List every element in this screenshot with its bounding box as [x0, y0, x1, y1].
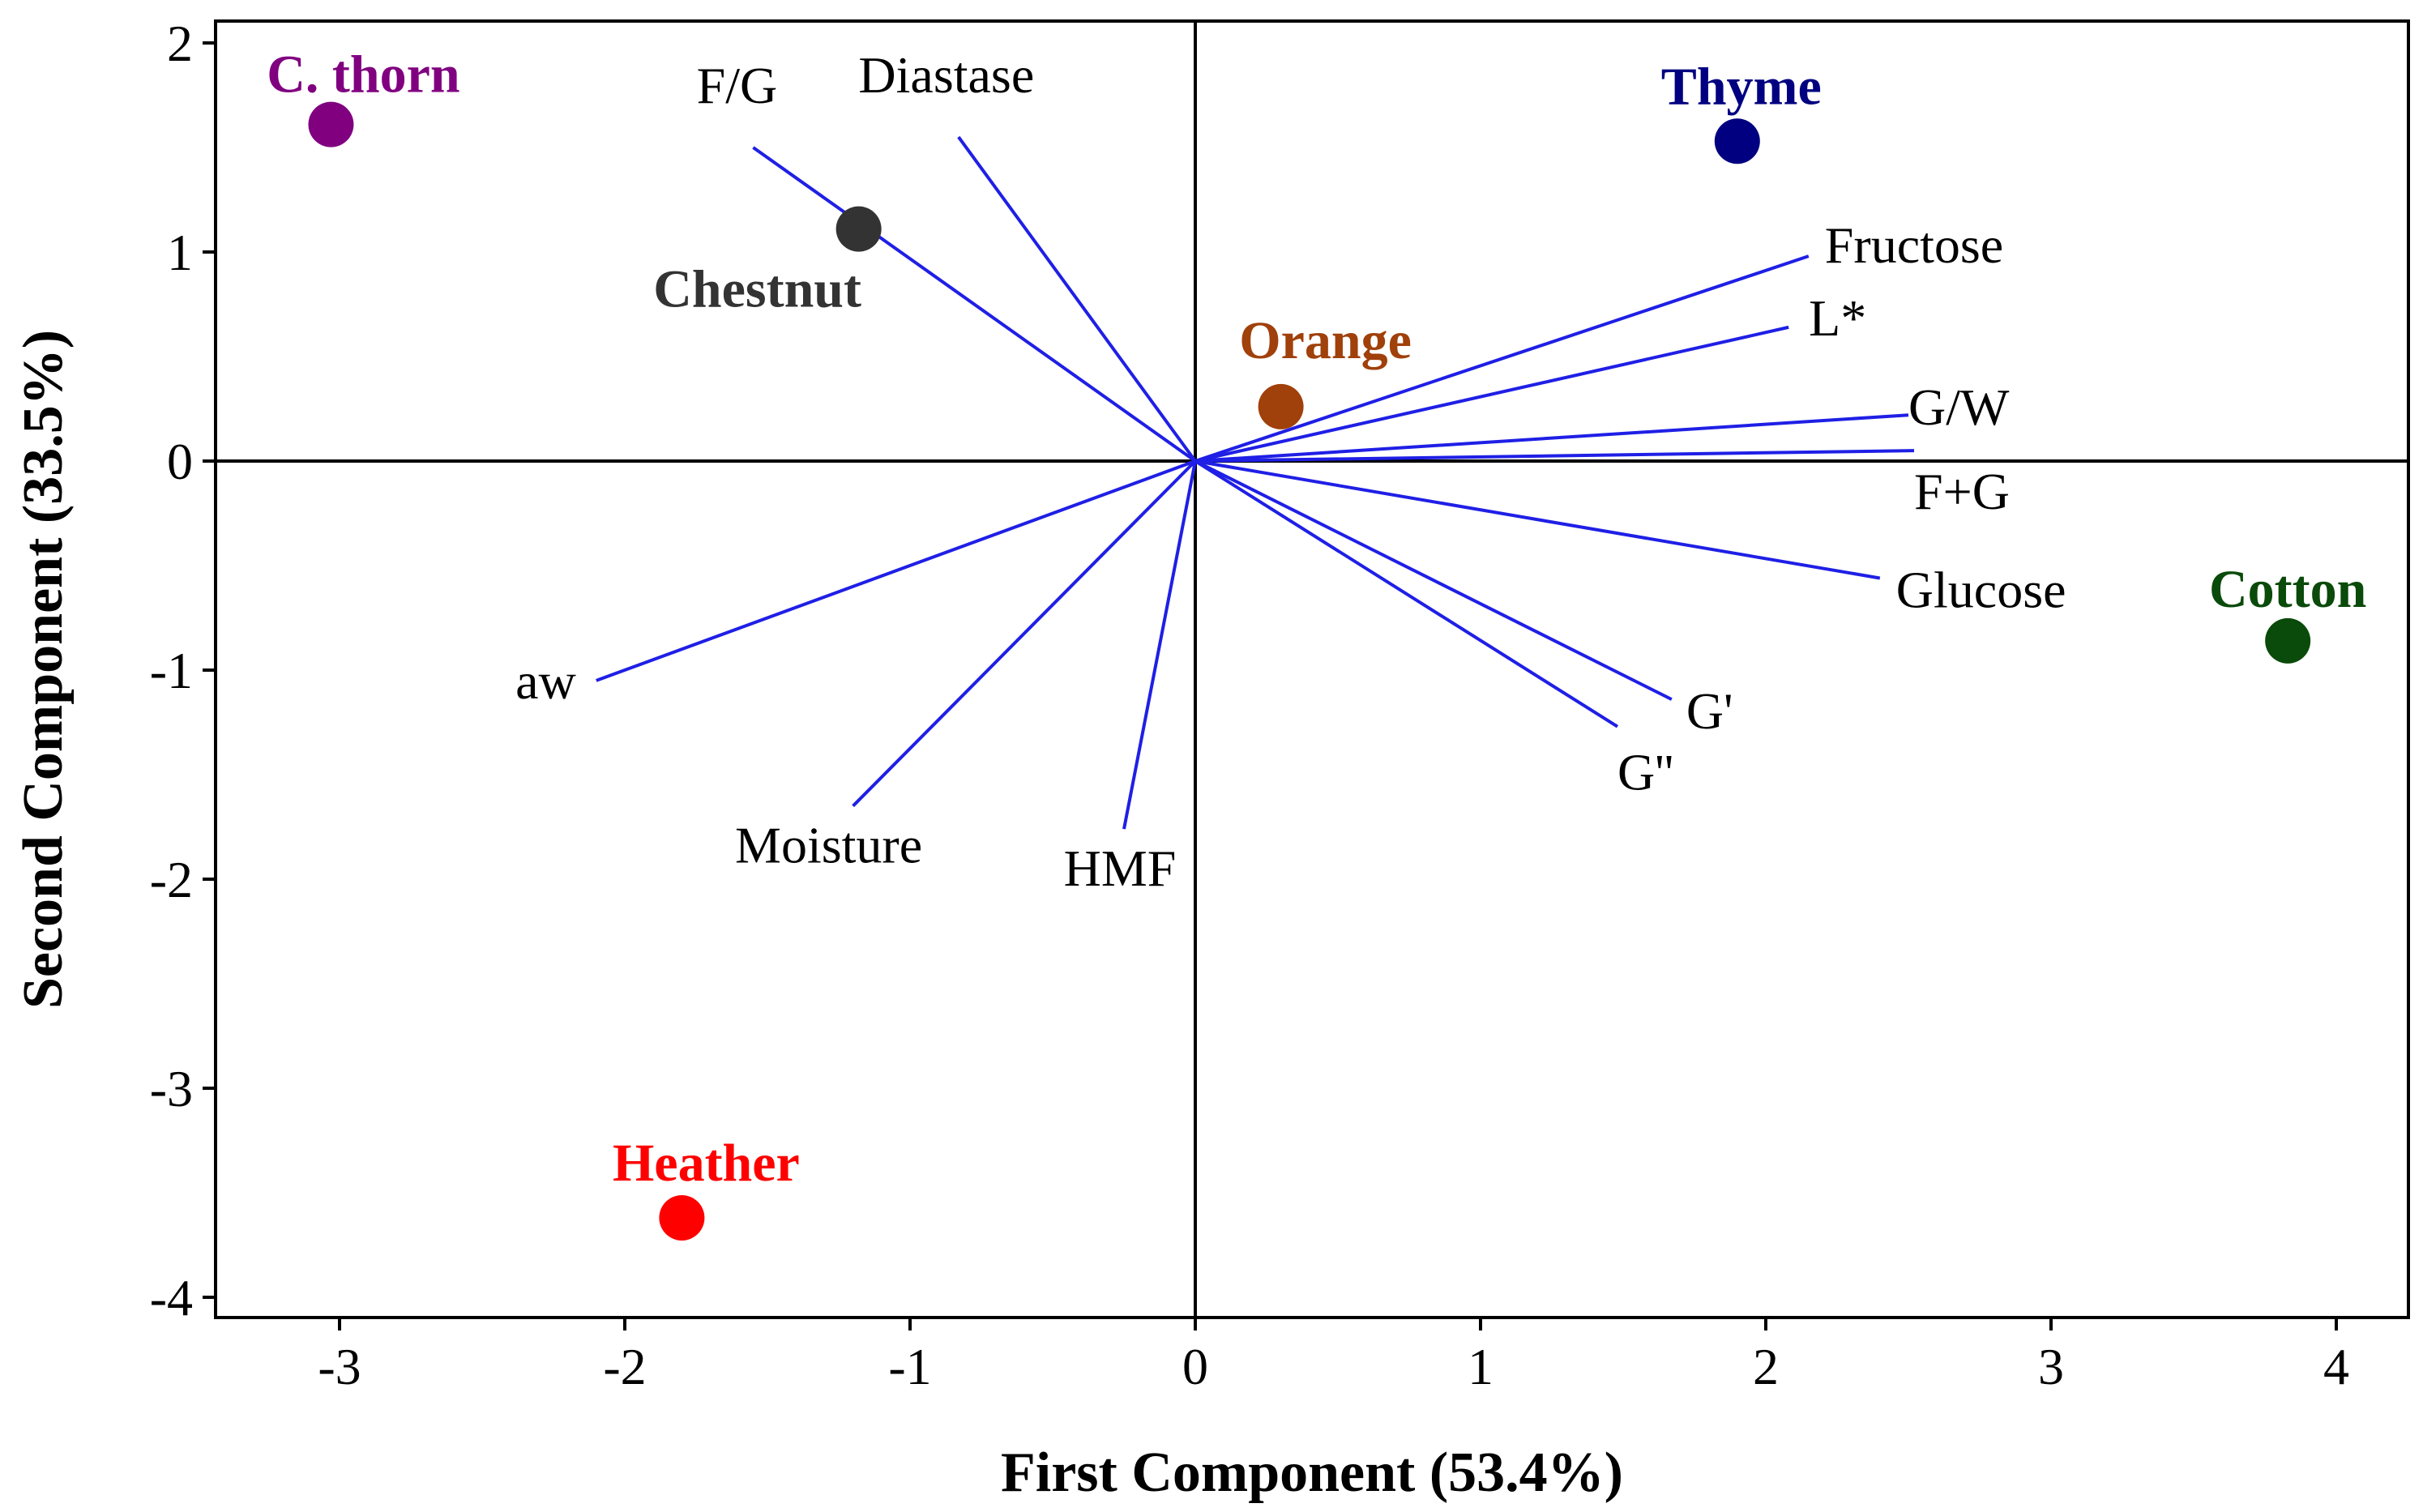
loading-label: HMF [1064, 839, 1177, 897]
x-tick-label: -2 [603, 1338, 646, 1395]
loading-line [957, 135, 1197, 463]
x-tick-label: 0 [1182, 1338, 1208, 1395]
y-axis-title: Second Component (33.5%) [12, 330, 75, 1009]
loading-label: F+G [1914, 463, 2010, 520]
loading-line [1194, 254, 1810, 463]
score-points: C. thorn Chestnut Thyme Orange Cotton Heather [267, 45, 2366, 1241]
x-tick-label: -3 [318, 1338, 361, 1395]
y-tick-label: -3 [150, 1060, 193, 1117]
loading-line [1194, 459, 1673, 701]
score-point [2265, 617, 2311, 664]
score-point [659, 1194, 705, 1241]
loading-label: L* [1809, 289, 1866, 347]
score-point [835, 206, 882, 252]
loading-label: aw [515, 652, 576, 710]
score-point [1714, 118, 1760, 164]
x-tick-label: 1 [1468, 1338, 1494, 1395]
loading-line [1194, 459, 1881, 580]
loading-line [1194, 325, 1789, 463]
score-label: Cotton [2209, 560, 2366, 619]
loading-vectors: F/G Diastase Fructose L* G/W F+G Glucose G'G'' H… [515, 46, 2066, 897]
score-label: C. thorn [267, 45, 459, 105]
loading-line [596, 459, 1196, 682]
x-tick-label: -1 [888, 1338, 931, 1395]
y-tick-label: 2 [167, 15, 193, 72]
x-tick-label: 3 [2038, 1338, 2064, 1395]
loading-label: G' [1686, 682, 1733, 740]
loading-line [1122, 460, 1197, 830]
loading-label: Glucose [1896, 561, 2066, 618]
loading-label: F/G [697, 57, 778, 114]
x-tick-label: 4 [2323, 1338, 2349, 1395]
loading-label: Moisture [735, 817, 922, 874]
y-tick-label: -1 [150, 642, 193, 699]
x-axis-title: First Component (53.4%) [1001, 1442, 1623, 1504]
score-label: Thyme [1661, 57, 1822, 116]
x-tick-label: 2 [1753, 1338, 1779, 1395]
loading-line [1194, 449, 1915, 463]
loading-label: Diastase [858, 46, 1034, 104]
score-label: Heather [613, 1134, 800, 1193]
loading-line [1194, 413, 1909, 463]
loading-label: Fructose [1825, 216, 2003, 274]
x-axis-ticks: -3 -2 -1 0 1 2 3 4 [318, 1318, 2349, 1395]
loading-label: G'' [1617, 744, 1673, 801]
reference-lines [216, 21, 2408, 1318]
y-tick-label: -2 [150, 851, 193, 908]
y-axis-ticks: -4 -3 -2 -1 0 1 2 [150, 15, 216, 1326]
score-point [308, 101, 354, 147]
score-label: Chestnut [653, 260, 861, 319]
loading-line [1194, 459, 1619, 728]
y-tick-label: 0 [167, 433, 193, 490]
score-label: Orange [1239, 311, 1412, 370]
y-tick-label: -4 [150, 1269, 193, 1326]
score-point [1258, 383, 1304, 429]
loading-line [852, 459, 1197, 808]
loading-label: G/W [1908, 378, 2010, 436]
y-tick-label: 1 [167, 224, 193, 281]
loading-line [752, 146, 1197, 463]
